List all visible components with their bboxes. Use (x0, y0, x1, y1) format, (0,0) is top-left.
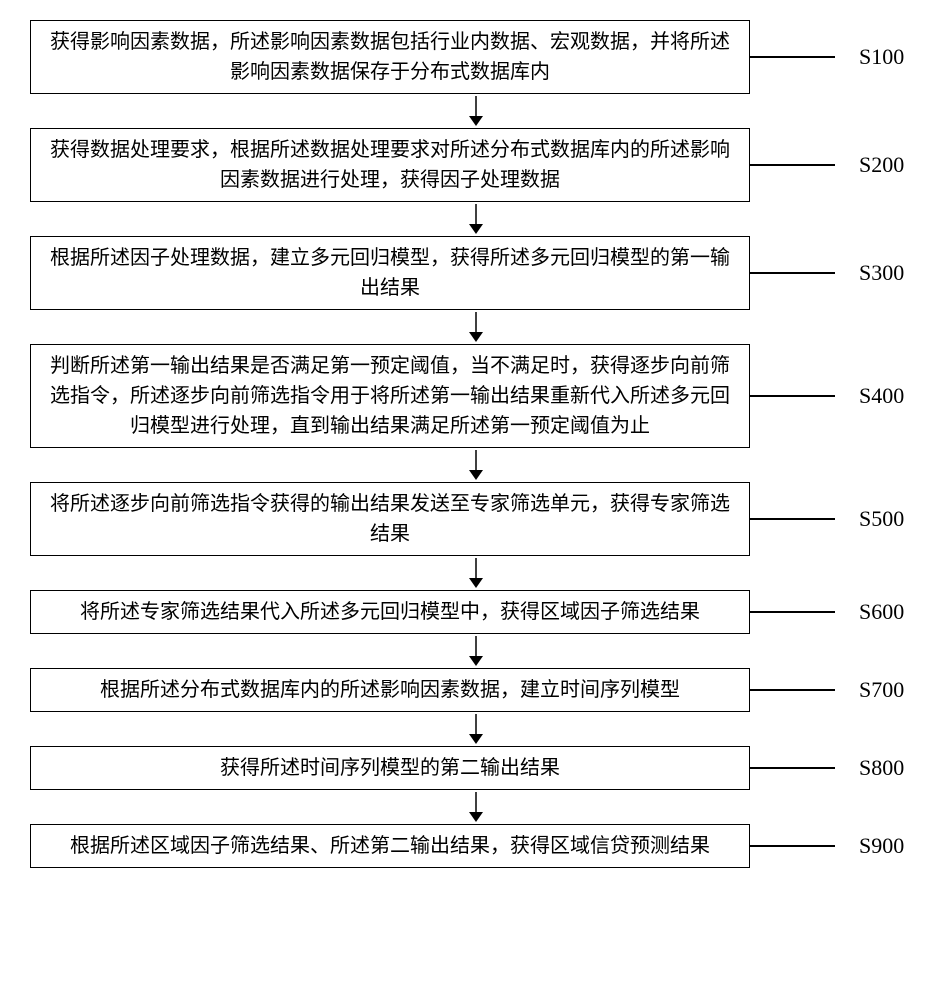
step-box: 根据所述区域因子筛选结果、所述第二输出结果，获得区域信贷预测结果 (30, 824, 750, 868)
step-box: 获得所述时间序列模型的第二输出结果 (30, 746, 750, 790)
step-connector (750, 56, 835, 58)
step-connector (750, 164, 835, 166)
step-connector (750, 611, 835, 613)
flow-step-s400: 判断所述第一输出结果是否满足第一预定阈值，当不满足时，获得逐步向前筛选指令，所述… (30, 344, 921, 448)
flow-step-s100: 获得影响因素数据，所述影响因素数据包括行业内数据、宏观数据，并将所述影响因素数据… (30, 20, 921, 94)
flow-arrow (116, 450, 836, 480)
step-connector (750, 272, 835, 274)
flow-arrow (116, 792, 836, 822)
step-connector (750, 689, 835, 691)
step-label: S800 (859, 755, 904, 781)
step-box: 获得影响因素数据，所述影响因素数据包括行业内数据、宏观数据，并将所述影响因素数据… (30, 20, 750, 94)
step-label: S500 (859, 506, 904, 532)
step-box: 获得数据处理要求，根据所述数据处理要求对所述分布式数据库内的所述影响因素数据进行… (30, 128, 750, 202)
flow-arrow (116, 312, 836, 342)
flow-arrow (116, 714, 836, 744)
flow-arrow (116, 558, 836, 588)
flow-step-s700: 根据所述分布式数据库内的所述影响因素数据，建立时间序列模型 S700 (30, 668, 921, 712)
step-connector (750, 845, 835, 847)
flow-arrow (116, 96, 836, 126)
step-box: 将所述逐步向前筛选指令获得的输出结果发送至专家筛选单元，获得专家筛选结果 (30, 482, 750, 556)
step-label: S300 (859, 260, 904, 286)
step-box: 根据所述分布式数据库内的所述影响因素数据，建立时间序列模型 (30, 668, 750, 712)
step-connector (750, 395, 835, 397)
flow-step-s300: 根据所述因子处理数据，建立多元回归模型，获得所述多元回归模型的第一输出结果 S30… (30, 236, 921, 310)
step-box: 将所述专家筛选结果代入所述多元回归模型中，获得区域因子筛选结果 (30, 590, 750, 634)
step-box: 根据所述因子处理数据，建立多元回归模型，获得所述多元回归模型的第一输出结果 (30, 236, 750, 310)
flow-step-s800: 获得所述时间序列模型的第二输出结果 S800 (30, 746, 921, 790)
flowchart-container: 获得影响因素数据，所述影响因素数据包括行业内数据、宏观数据，并将所述影响因素数据… (30, 20, 921, 868)
flow-step-s900: 根据所述区域因子筛选结果、所述第二输出结果，获得区域信贷预测结果 S900 (30, 824, 921, 868)
flow-arrow (116, 636, 836, 666)
flow-step-s600: 将所述专家筛选结果代入所述多元回归模型中，获得区域因子筛选结果 S600 (30, 590, 921, 634)
step-label: S400 (859, 383, 904, 409)
step-connector (750, 518, 835, 520)
step-box: 判断所述第一输出结果是否满足第一预定阈值，当不满足时，获得逐步向前筛选指令，所述… (30, 344, 750, 448)
step-label: S100 (859, 44, 904, 70)
flow-step-s200: 获得数据处理要求，根据所述数据处理要求对所述分布式数据库内的所述影响因素数据进行… (30, 128, 921, 202)
step-connector (750, 767, 835, 769)
flow-step-s500: 将所述逐步向前筛选指令获得的输出结果发送至专家筛选单元，获得专家筛选结果 S500 (30, 482, 921, 556)
flow-arrow (116, 204, 836, 234)
step-label: S600 (859, 599, 904, 625)
step-label: S200 (859, 152, 904, 178)
step-label: S900 (859, 833, 904, 859)
step-label: S700 (859, 677, 904, 703)
